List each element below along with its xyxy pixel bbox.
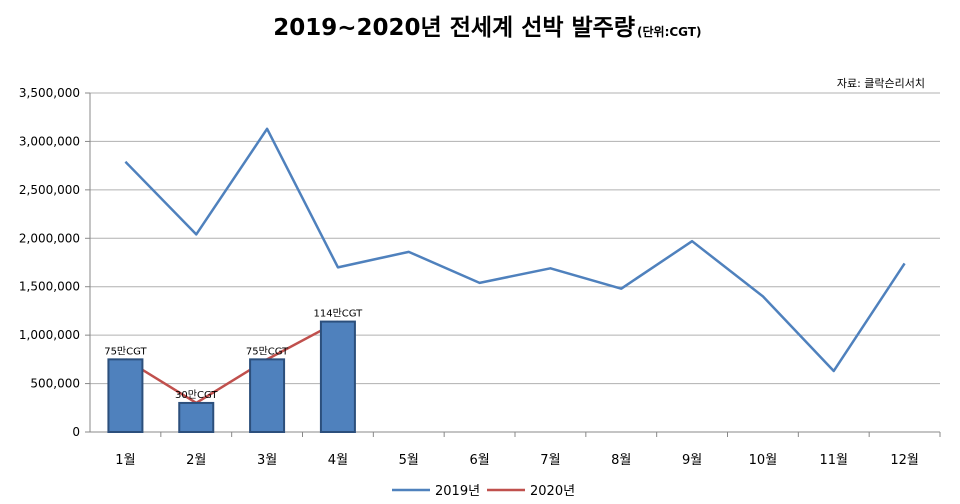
x-tick-label: 7월 — [540, 453, 560, 468]
x-tick-label: 1월 — [115, 453, 135, 468]
x-tick-label: 5월 — [399, 453, 419, 468]
x-tick-label: 11월 — [819, 453, 848, 468]
x-tick-label: 2월 — [186, 453, 206, 468]
y-tick-label: 500,000 — [30, 377, 80, 391]
bar — [107, 358, 144, 434]
chart-unit: (단위:CGT) — [637, 24, 701, 39]
x-tick-label: 4월 — [328, 453, 348, 468]
data-label: 75만CGT — [246, 345, 289, 357]
legend: 2019년 2020년 — [392, 484, 575, 499]
x-tick-label: 8월 — [611, 453, 631, 468]
legend-label: 2020년 — [530, 484, 575, 499]
y-tick-label: 2,000,000 — [19, 231, 80, 245]
chart-title: 2019~2020년 전세계 선박 발주량 — [273, 15, 635, 41]
y-tick-label: 3,500,000 — [19, 86, 80, 100]
data-label: 114만CGT — [314, 308, 364, 320]
y-tick-label: 1,000,000 — [19, 328, 80, 342]
x-tick-label: 3월 — [257, 453, 277, 468]
y-tick-label: 1,500,000 — [19, 280, 80, 294]
y-tick-label: 0 — [72, 425, 80, 439]
bar — [178, 401, 215, 434]
series-line-1 — [124, 320, 339, 405]
x-tick-label: 10월 — [749, 453, 778, 468]
data-label: 75만CGT — [104, 345, 147, 357]
legend-label: 2019년 — [435, 484, 480, 499]
x-tick-label: 6월 — [469, 453, 489, 468]
x-tick-label: 12월 — [890, 453, 919, 468]
source-note: 자료: 클락슨리서치 — [837, 77, 925, 90]
bar — [319, 320, 356, 433]
series-line-0 — [124, 127, 906, 373]
data-label: 30만CGT — [175, 389, 218, 401]
x-tick-label: 9월 — [682, 453, 702, 468]
y-tick-label: 3,000,000 — [19, 134, 80, 148]
bar — [249, 358, 286, 434]
y-tick-label: 2,500,000 — [19, 183, 80, 197]
